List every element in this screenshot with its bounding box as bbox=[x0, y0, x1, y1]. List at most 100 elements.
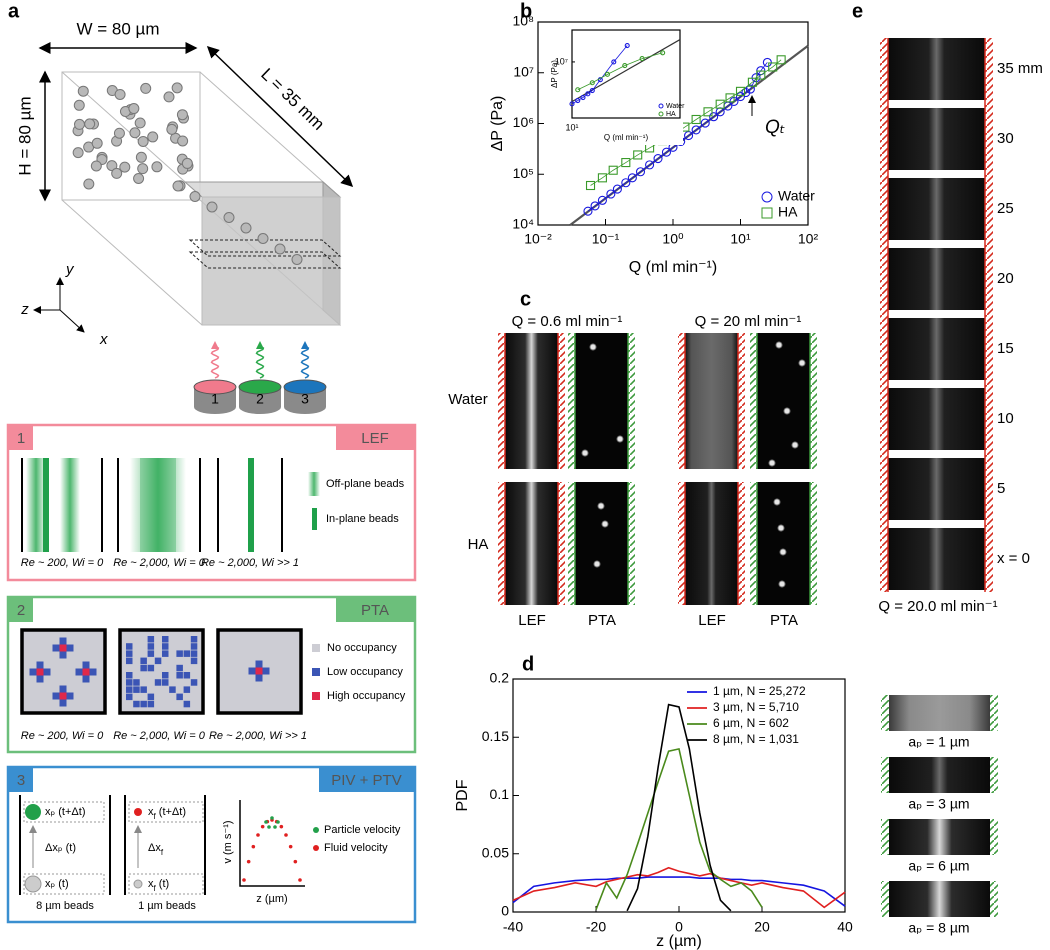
detector-bottom bbox=[239, 400, 281, 414]
profile-image bbox=[889, 757, 990, 793]
light-arrowhead bbox=[301, 341, 309, 349]
light-arrowhead bbox=[256, 341, 264, 349]
detector-top bbox=[283, 379, 327, 395]
x-tick-label: 10¹ bbox=[565, 122, 578, 132]
legend-text: 3 µm, N = 5,710 bbox=[713, 700, 799, 714]
bead bbox=[151, 161, 163, 173]
particle-point bbox=[270, 816, 274, 820]
low-cell bbox=[59, 685, 67, 693]
panel-label: b bbox=[520, 0, 532, 22]
hatch bbox=[881, 757, 889, 793]
slab bbox=[188, 239, 342, 257]
point bbox=[575, 87, 581, 93]
series-line bbox=[571, 45, 628, 105]
title-badge bbox=[336, 598, 414, 622]
hatch bbox=[990, 881, 998, 917]
legend-dot bbox=[313, 845, 319, 851]
box-number: 3 bbox=[17, 772, 25, 789]
y-tick-label: 10⁸ bbox=[513, 13, 535, 29]
x-tick-label: -40 bbox=[503, 919, 523, 935]
bead-image bbox=[779, 548, 787, 556]
point bbox=[627, 173, 637, 183]
title-badge bbox=[336, 426, 414, 450]
bead-label-base: x bbox=[148, 878, 154, 890]
hatch bbox=[810, 482, 817, 605]
lef-image bbox=[505, 482, 558, 605]
y-tick-label: 10⁶ bbox=[513, 114, 534, 130]
off-plane-band bbox=[60, 458, 80, 552]
low-cell bbox=[248, 667, 256, 675]
bead-label: xₚ (t) bbox=[45, 878, 69, 890]
x-tick-label: 40 bbox=[837, 919, 853, 935]
legend-text: Particle velocity bbox=[324, 824, 401, 836]
point bbox=[622, 63, 628, 69]
bead bbox=[189, 191, 201, 202]
point bbox=[604, 71, 610, 77]
point bbox=[661, 147, 672, 157]
detector-number: 3 bbox=[301, 391, 309, 407]
bead bbox=[291, 254, 303, 265]
profile-image bbox=[889, 695, 990, 731]
box-number: 2 bbox=[17, 602, 25, 619]
plot-xlabel: z (µm) bbox=[256, 893, 287, 905]
point bbox=[624, 42, 630, 49]
bead-label: Δxₚ (t) bbox=[45, 842, 76, 854]
point bbox=[597, 173, 607, 183]
box-title: PTA bbox=[361, 602, 389, 619]
bead bbox=[206, 201, 218, 213]
in-plane-band bbox=[248, 458, 254, 552]
position-label: 35 mm bbox=[997, 60, 1043, 77]
caption: Re ~ 2,000, Wi = 0 bbox=[113, 557, 206, 569]
legend-text: Fluid velocity bbox=[324, 842, 388, 854]
point bbox=[639, 56, 645, 62]
low-cell bbox=[255, 674, 263, 682]
legend-text: HA bbox=[666, 111, 676, 118]
low-cell bbox=[52, 644, 60, 652]
point bbox=[645, 160, 655, 170]
low-cell bbox=[36, 675, 44, 683]
point bbox=[590, 201, 600, 211]
bead-label-tail: (t) bbox=[156, 878, 169, 890]
legend-text: Off-plane beads bbox=[326, 478, 405, 490]
bead-label: xₚ (t+Δt) bbox=[45, 806, 85, 818]
bead-label-sub: f bbox=[161, 848, 164, 857]
lef-image bbox=[685, 333, 738, 469]
block-front bbox=[201, 196, 341, 326]
strip-segment bbox=[888, 108, 985, 170]
box-title: LEF bbox=[361, 430, 389, 447]
low-cell bbox=[147, 700, 155, 708]
point bbox=[660, 50, 666, 56]
position-label: 10 bbox=[997, 410, 1014, 427]
bead-image bbox=[798, 359, 806, 367]
bead-label-base: Δx bbox=[148, 842, 161, 854]
bead bbox=[135, 151, 147, 163]
panel-label: d bbox=[522, 653, 534, 675]
bead-label-base: x bbox=[148, 806, 154, 818]
position-label: 5 bbox=[997, 480, 1005, 497]
bead bbox=[177, 135, 189, 147]
y-axis-label: ΔP (Pa) bbox=[550, 60, 559, 88]
bead-image bbox=[589, 343, 597, 351]
legend-dot bbox=[313, 827, 319, 833]
bead bbox=[77, 85, 89, 97]
box-number: 1 bbox=[17, 430, 25, 447]
bead bbox=[133, 172, 145, 184]
bead-image bbox=[777, 524, 785, 532]
low-cell bbox=[59, 699, 67, 707]
legend-marker bbox=[658, 111, 664, 117]
hatch bbox=[880, 38, 888, 592]
method-box bbox=[6, 765, 417, 924]
point bbox=[575, 98, 581, 104]
bead-image bbox=[616, 435, 624, 443]
bead-image bbox=[783, 407, 791, 415]
hatch bbox=[558, 333, 565, 469]
bead-image bbox=[773, 498, 781, 506]
bead-label-sub: f bbox=[154, 812, 157, 821]
bead bbox=[172, 180, 184, 192]
point bbox=[621, 178, 631, 188]
point bbox=[597, 195, 607, 205]
position-label: x = 0 bbox=[997, 550, 1030, 567]
bead bbox=[128, 103, 140, 115]
particle bbox=[25, 804, 41, 820]
point bbox=[589, 87, 595, 94]
